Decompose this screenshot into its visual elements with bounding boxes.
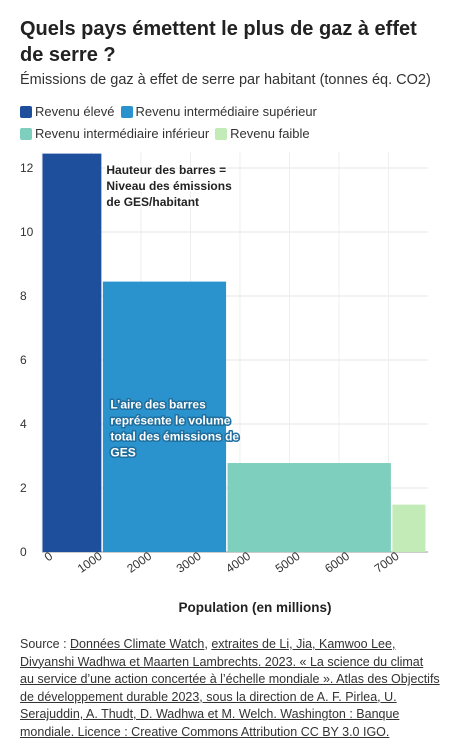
- legend-item-0: Revenu élevé: [20, 102, 115, 122]
- legend-swatch: [20, 106, 32, 118]
- annotation-area: L’aire des barres représente le volume tot…: [109, 396, 241, 461]
- y-tick-label: 0: [20, 545, 27, 559]
- source-separator: ,: [204, 637, 212, 651]
- y-tick-label: 6: [20, 353, 27, 367]
- bar-0: [42, 153, 102, 552]
- legend-item-2: Revenu intermédiaire inférieur: [20, 124, 209, 144]
- legend-swatch: [20, 128, 32, 140]
- x-tick-label: 1000: [75, 549, 105, 576]
- y-tick-label: 12: [20, 161, 34, 175]
- annotation-line: de GES/habitant: [106, 195, 199, 209]
- legend-label: Revenu élevé: [35, 104, 115, 119]
- x-tick-label: 5000: [273, 549, 303, 576]
- x-tick-label: 3000: [174, 549, 204, 576]
- y-tick-label: 10: [20, 225, 34, 239]
- annotation-height: Hauteur des barres = Niveau des émissions…: [105, 162, 234, 211]
- annotation-line: Hauteur des barres =: [106, 163, 226, 177]
- bar-2: [227, 463, 391, 552]
- legend-label: Revenu intermédiaire supérieur: [135, 104, 317, 119]
- legend-item-3: Revenu faible: [215, 124, 310, 144]
- bar-1: [102, 281, 227, 552]
- legend-swatch: [120, 106, 133, 118]
- x-tick-label: 4000: [223, 549, 253, 576]
- bar-3: [392, 504, 426, 552]
- y-tick-label: 4: [20, 417, 27, 431]
- chart-subtitle: Émissions de gaz à effet de serre par ha…: [20, 72, 431, 88]
- x-tick-label: 6000: [322, 549, 352, 576]
- annotation-line: Niveau des émissions: [106, 179, 232, 193]
- x-axis-label: Population (en millions): [179, 600, 332, 615]
- source-link-reference[interactable]: extraites de Li, Jia, Kamwoo Lee, Divyan…: [20, 637, 440, 739]
- legend: Revenu élevé Revenu intermédiaire supérie…: [20, 102, 450, 146]
- legend-label: Revenu faible: [230, 126, 310, 141]
- annotation-line: GES: [110, 445, 135, 459]
- annotation-line: représente le volume: [110, 413, 230, 427]
- source-prefix: Source :: [20, 637, 71, 651]
- legend-swatch: [215, 128, 228, 140]
- y-tick-label: 8: [20, 289, 27, 303]
- source-note: Source : Données Climate Watch, extraite…: [20, 636, 440, 741]
- chart-title: Quels pays émettent le plus de gaz à eff…: [20, 18, 417, 66]
- annotation-line: total des émissions de: [110, 429, 239, 443]
- y-tick-label: 2: [20, 481, 27, 495]
- source-link-climate-watch[interactable]: Données Climate Watch: [70, 637, 205, 651]
- x-tick-label: 2000: [124, 549, 154, 576]
- x-tick-label: 7000: [372, 549, 402, 576]
- annotation-line: L’aire des barres: [110, 397, 206, 411]
- legend-item-1: Revenu intermédiaire supérieur: [120, 102, 317, 122]
- legend-label: Revenu intermédiaire inférieur: [35, 126, 210, 141]
